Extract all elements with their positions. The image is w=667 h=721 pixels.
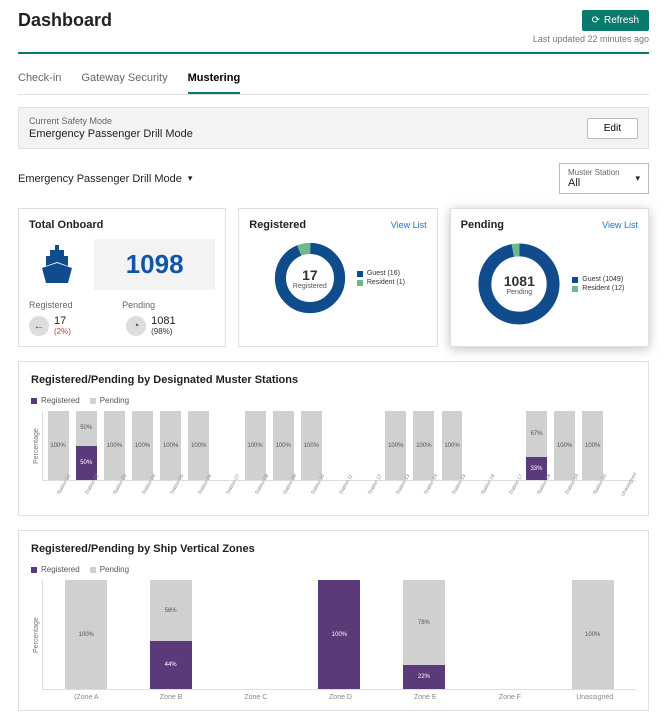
- pending-view-list-link[interactable]: View List: [602, 220, 638, 230]
- tab-gateway-security[interactable]: Gateway Security: [81, 64, 167, 94]
- muster-station-dropdown[interactable]: Muster Station All ▾: [559, 163, 649, 194]
- muster-station-label: Muster Station: [568, 168, 629, 177]
- tabs: Check-in Gateway Security Mustering: [18, 64, 649, 95]
- chart1-ylabel: Percentage: [31, 411, 42, 481]
- registered-pct: (2%): [54, 327, 71, 336]
- tab-checkin[interactable]: Check-in: [18, 64, 61, 94]
- header-rule: [18, 52, 649, 54]
- mode-dropdown-value: Emergency Passenger Drill Mode: [18, 173, 182, 185]
- pending-donut-label: Pending: [506, 289, 532, 296]
- pending-label: Pending: [122, 300, 215, 310]
- last-updated-text: Last updated 22 minutes ago: [533, 34, 649, 44]
- chart1-xlabels: Station 01Station 02Station 03Station 04…: [45, 481, 636, 509]
- chart1-title: Registered/Pending by Designated Muster …: [31, 374, 636, 386]
- pending-count: 1081: [151, 316, 175, 327]
- clock-icon: ◔: [126, 316, 146, 336]
- legend-swatch: [90, 567, 96, 573]
- refresh-icon: ⟳: [592, 15, 600, 26]
- registered-donut-label: Registered: [293, 283, 327, 290]
- ship-icon: [29, 239, 84, 290]
- refresh-button[interactable]: ⟳ Refresh: [582, 10, 649, 31]
- refresh-label: Refresh: [604, 15, 639, 26]
- registered-count: 17: [54, 316, 71, 327]
- arrow-left-icon: ←: [29, 316, 49, 336]
- legend-swatch: [31, 398, 37, 404]
- vertical-zones-chart: Registered/Pending by Ship Vertical Zone…: [18, 530, 649, 711]
- registered-donut: 17 Registered: [271, 239, 349, 317]
- muster-station-value: All: [568, 177, 629, 189]
- muster-stations-chart: Registered/Pending by Designated Muster …: [18, 361, 649, 516]
- chart2-xlabels: (Zone AZone BZone CZone DZone EZone FUna…: [45, 690, 636, 704]
- pending-donut-count: 1081: [504, 273, 535, 289]
- legend-swatch: [572, 286, 578, 292]
- legend-swatch: [357, 271, 363, 277]
- registered-label: Registered: [29, 300, 122, 310]
- edit-button[interactable]: Edit: [587, 118, 638, 139]
- legend-pending: Pending: [100, 396, 129, 405]
- legend-swatch: [90, 398, 96, 404]
- registered-view-list-link[interactable]: View List: [391, 220, 427, 230]
- pending-pct: (98%): [151, 327, 175, 336]
- legend-pending: Pending: [100, 565, 129, 574]
- registered-card: Registered View List 17 Registered Guest…: [238, 208, 437, 347]
- chart2-title: Registered/Pending by Ship Vertical Zone…: [31, 543, 636, 555]
- pending-stat: ◔ 1081 (98%): [126, 316, 215, 336]
- pending-donut: 1081 Pending: [474, 239, 564, 329]
- legend-registered: Registered: [41, 565, 80, 574]
- registered-donut-count: 17: [302, 267, 318, 283]
- pending-card: Pending View List 1081 Pending Guest (10…: [450, 208, 649, 347]
- safety-mode-label: Current Safety Mode: [29, 116, 193, 126]
- safety-mode-panel: Current Safety Mode Emergency Passenger …: [18, 107, 649, 149]
- legend-swatch: [357, 280, 363, 286]
- chart2-ylabel: Percentage: [31, 580, 42, 690]
- legend-resident: Resident (12): [582, 285, 624, 292]
- registered-stat: ← 17 (2%): [29, 316, 118, 336]
- safety-mode-value: Emergency Passenger Drill Mode: [29, 128, 193, 140]
- registered-title: Registered: [249, 219, 306, 231]
- legend-guest: Guest (16): [367, 270, 400, 277]
- tab-mustering[interactable]: Mustering: [188, 64, 241, 94]
- total-onboard-count: 1098: [126, 249, 184, 280]
- legend-swatch: [31, 567, 37, 573]
- legend-registered: Registered: [41, 396, 80, 405]
- chevron-down-icon: ▾: [635, 173, 640, 184]
- chevron-down-icon: ▾: [188, 173, 193, 184]
- legend-resident: Resident (1): [367, 279, 405, 286]
- pending-title: Pending: [461, 219, 504, 231]
- legend-swatch: [572, 277, 578, 283]
- total-onboard-title: Total Onboard: [29, 219, 103, 231]
- legend-guest: Guest (1049): [582, 276, 623, 283]
- mode-dropdown[interactable]: Emergency Passenger Drill Mode ▾: [18, 173, 192, 185]
- chart2-bars: 100%56%44%100%78%22%100%: [42, 580, 636, 690]
- total-onboard-card: Total Onboard 1098 Registered Pending ← …: [18, 208, 226, 347]
- page-title: Dashboard: [18, 10, 112, 31]
